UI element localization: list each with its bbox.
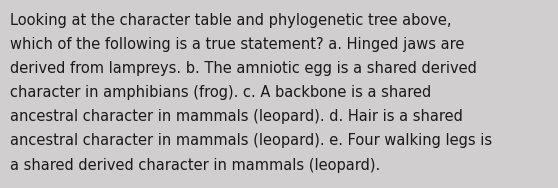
Text: ancestral character in mammals (leopard). d. Hair is a shared: ancestral character in mammals (leopard)… <box>10 109 463 124</box>
Text: which of the following is a true statement? a. Hinged jaws are: which of the following is a true stateme… <box>10 37 464 52</box>
Text: ancestral character in mammals (leopard). e. Four walking legs is: ancestral character in mammals (leopard)… <box>10 133 492 149</box>
Text: character in amphibians (frog). c. A backbone is a shared: character in amphibians (frog). c. A bac… <box>10 85 431 100</box>
Text: a shared derived character in mammals (leopard).: a shared derived character in mammals (l… <box>10 158 381 173</box>
Text: derived from lampreys. b. The amniotic egg is a shared derived: derived from lampreys. b. The amniotic e… <box>10 61 477 76</box>
Text: Looking at the character table and phylogenetic tree above,: Looking at the character table and phylo… <box>10 13 451 28</box>
